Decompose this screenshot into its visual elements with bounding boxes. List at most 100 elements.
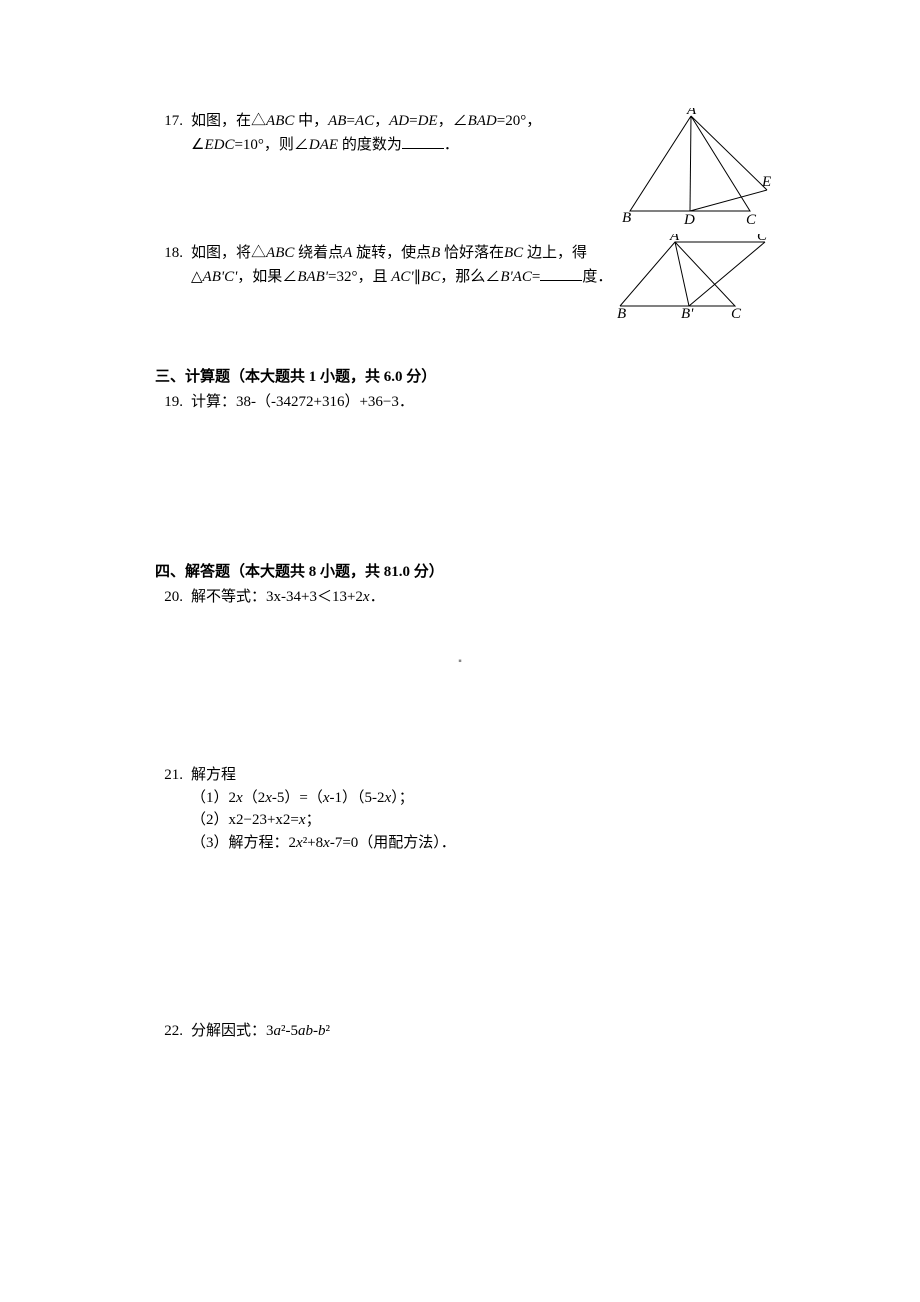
question-20: 20. 解不等式：3x-34+3＜13+2x． <box>155 586 770 609</box>
t: 分解因式：3 <box>191 1023 274 1039</box>
watermark-dot: ▪ <box>458 654 462 669</box>
label-D: D <box>683 212 695 226</box>
q18-number: 18. <box>155 242 183 265</box>
t: AC' <box>391 269 413 285</box>
t: =10°，则∠ <box>234 137 308 153</box>
label-Cp: C' <box>757 234 771 244</box>
t: ． <box>444 137 459 153</box>
q21-title: 解方程 <box>191 764 770 787</box>
t: AB'C' <box>203 269 238 285</box>
t: ABC <box>266 245 294 261</box>
t: BC <box>504 245 523 261</box>
t: x <box>236 790 243 806</box>
t: B <box>431 245 440 261</box>
t: x <box>323 790 330 806</box>
q17-blank <box>402 133 444 149</box>
label-C: C <box>746 212 757 226</box>
t: -7=0（用配方法）． <box>330 835 456 851</box>
t: EDC <box>204 137 234 153</box>
t: （2 <box>243 790 266 806</box>
label-B2: B <box>617 306 626 318</box>
q17-line2: ∠EDC=10°，则∠DAE 的度数为 ． <box>191 133 611 157</box>
question-19: 19. 计算：38-（-34272+316）+36−3． <box>155 391 770 414</box>
q21-sub2: （2）x2−23+x2=x； <box>191 809 770 832</box>
q20-body: 解不等式：3x-34+3＜13+2x． <box>191 586 770 609</box>
q21-sub1: （1）2x（2x-5）=（x-1）（5-2x）； <box>191 787 770 810</box>
label-E: E <box>761 174 771 190</box>
section-3-header: 三、计算题（本大题共 1 小题，共 6.0 分） <box>155 366 770 389</box>
t: = <box>346 113 354 129</box>
t: AD <box>389 113 409 129</box>
q18-line2: △AB'C'，如果∠BAB'=32°，且 AC'∥BC，那么∠B'AC= 度． <box>191 265 621 289</box>
t: x <box>296 835 303 851</box>
t: = <box>409 113 417 129</box>
t: （3）解方程：2 <box>191 835 296 851</box>
q20-number: 20. <box>155 586 183 609</box>
label-A: A <box>686 108 697 118</box>
t: x <box>323 835 330 851</box>
q18-line1: 如图，将△ABC 绕着点A 旋转，使点B 恰好落在BC 边上，得 <box>191 242 621 265</box>
t: ）； <box>391 790 414 806</box>
t: AC <box>355 113 374 129</box>
t: =32°，且 <box>328 269 391 285</box>
t: BAD <box>468 113 497 129</box>
figure-q17: A B D C E <box>622 108 772 226</box>
t: △ <box>251 245 266 261</box>
t: ²+8 <box>303 835 323 851</box>
t: ，∠ <box>438 113 468 129</box>
t: BC <box>421 269 440 285</box>
t: 恰好落在 <box>440 245 504 261</box>
t: 边上，得 <box>523 245 587 261</box>
t: 解不等式：3x-34+3＜13+2 <box>191 589 363 605</box>
t: ． <box>370 589 385 605</box>
q21-body: 解方程 （1）2x（2x-5）=（x-1）（5-2x）； （2）x2−23+x2… <box>191 764 770 854</box>
question-22: 22. 分解因式：3a²-5ab-b² <box>155 1020 770 1043</box>
t: B'AC <box>500 269 532 285</box>
q17-body: 如图，在△ABC 中，AB=AC，AD=DE，∠BAD=20°， ∠EDC=10… <box>191 110 611 156</box>
t: 绕着点 <box>294 245 343 261</box>
t: （2）x2−23+x2= <box>191 812 299 828</box>
label-Bp: B' <box>681 306 694 318</box>
t: -1）（5-2 <box>330 790 385 806</box>
t: △ <box>191 269 203 285</box>
t: ， <box>374 113 389 129</box>
q17-number: 17. <box>155 110 183 133</box>
t: DAE <box>309 137 338 153</box>
t: ∥ <box>414 269 422 285</box>
t: △ <box>251 113 266 129</box>
t: 度． <box>582 269 612 285</box>
t: x <box>363 589 370 605</box>
t: b <box>318 1023 326 1039</box>
t: x <box>299 812 306 828</box>
t: ² <box>326 1023 331 1039</box>
q19-body: 计算：38-（-34272+316）+36−3． <box>191 391 770 414</box>
t: 旋转，使点 <box>352 245 431 261</box>
q18-body: 如图，将△ABC 绕着点A 旋转，使点B 恰好落在BC 边上，得 △AB'C'，… <box>191 242 621 288</box>
label-C2: C <box>731 306 742 318</box>
t: ； <box>306 812 321 828</box>
page: 17. 如图，在△ABC 中，AB=AC，AD=DE，∠BAD=20°， ∠ED… <box>0 0 920 1302</box>
t: 的度数为 <box>338 137 402 153</box>
t: ，如果∠ <box>237 269 297 285</box>
figure-q18: A C' B B' C <box>617 234 772 318</box>
question-21: 21. 解方程 （1）2x（2x-5）=（x-1）（5-2x）； （2）x2−2… <box>155 764 770 854</box>
t: = <box>532 269 540 285</box>
q19-number: 19. <box>155 391 183 414</box>
label-B: B <box>622 210 631 226</box>
t: a <box>274 1023 282 1039</box>
t: （1）2 <box>191 790 236 806</box>
t: 中， <box>294 113 328 129</box>
t: ，那么∠ <box>440 269 500 285</box>
q21-sub3: （3）解方程：2x²+8x-7=0（用配方法）． <box>191 832 770 855</box>
q22-body: 分解因式：3a²-5ab-b² <box>191 1020 770 1043</box>
t: =20°， <box>497 113 541 129</box>
q21-number: 21. <box>155 764 183 787</box>
t: AB <box>328 113 346 129</box>
t: BAB' <box>297 269 328 285</box>
t: -5）=（ <box>272 790 323 806</box>
q18-blank <box>540 265 582 281</box>
t: ∠ <box>191 137 204 153</box>
t: ²-5 <box>281 1023 298 1039</box>
section-4-header: 四、解答题（本大题共 8 小题，共 81.0 分） <box>155 561 770 584</box>
label-A2: A <box>669 234 680 244</box>
